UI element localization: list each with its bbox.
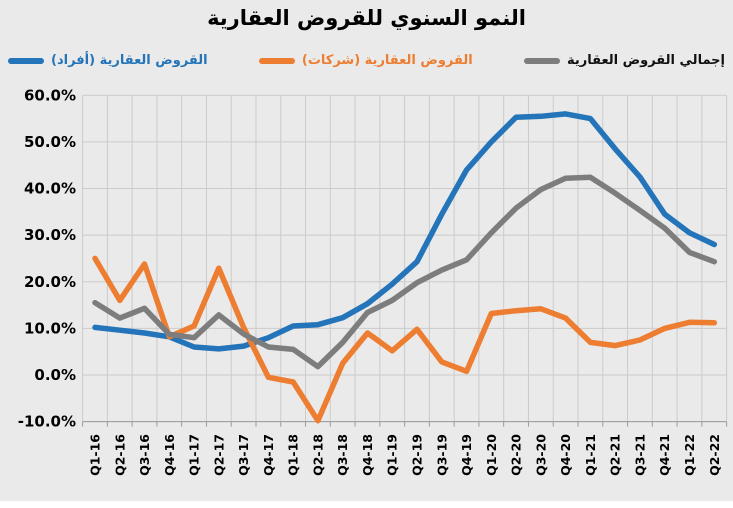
legend-line-marker-individuals	[8, 57, 44, 64]
x-axis-category-label: Q3-21	[632, 434, 647, 476]
chart-title: النمو السنوي للقروض العقارية	[207, 6, 526, 30]
y-axis-tick-label: 0.0%	[34, 366, 76, 384]
x-axis-category-label: Q3-18	[335, 434, 350, 476]
x-axis-category-label: Q1-20	[484, 434, 499, 476]
y-axis-tick-label: 60.0%	[24, 86, 76, 104]
y-axis-tick-label: 10.0%	[24, 319, 76, 337]
x-axis-category-label: Q1-17	[187, 434, 202, 476]
x-axis-category-label: Q2-20	[509, 434, 524, 476]
x-axis-category-label: Q3-17	[236, 434, 251, 476]
x-axis-category-label: Q2-16	[112, 434, 127, 476]
legend-item-companies: القروض العقارية (شركات)	[258, 53, 473, 68]
x-axis-category-label: Q4-16	[162, 434, 177, 476]
y-axis-tick-label: 20.0%	[24, 273, 76, 291]
x-axis-category-label: Q3-19	[434, 434, 449, 476]
legend-label-total: إجمالي القروض العقارية	[566, 53, 725, 68]
x-axis-category-label: Q4-21	[657, 434, 672, 476]
legend-item-total: إجمالي القروض العقارية	[523, 53, 725, 68]
x-axis-category-label: Q2-18	[310, 434, 325, 476]
x-axis-category-label: Q3-20	[533, 434, 548, 476]
chart-legend: القروض العقارية (أفراد) القروض العقارية …	[0, 53, 733, 68]
x-axis-category-label: Q2-21	[608, 434, 623, 476]
y-axis-tick-label: -10.0%	[18, 413, 76, 431]
legend-item-individuals: القروض العقارية (أفراد)	[8, 53, 208, 68]
x-axis-category-label: Q2-19	[410, 434, 425, 476]
x-axis-category-label: Q3-16	[137, 434, 152, 476]
x-axis-category-label: Q1-19	[385, 434, 400, 476]
legend-line-marker-companies	[258, 57, 295, 64]
legend-label-companies: القروض العقارية (شركات)	[301, 53, 473, 68]
y-axis-tick-label: 40.0%	[24, 180, 76, 198]
y-axis-tick-label: 30.0%	[24, 226, 76, 244]
x-axis-category-label: Q4-20	[558, 434, 573, 476]
y-axis-tick-label: 50.0%	[24, 133, 76, 151]
series-line-companies	[92, 255, 718, 424]
series-line-total	[92, 174, 718, 370]
x-axis-category-label: Q4-17	[261, 434, 276, 476]
x-axis-category-label: Q1-22	[682, 434, 697, 476]
x-axis-category-label: Q1-21	[583, 434, 598, 476]
x-axis-category-label: Q1-18	[286, 434, 301, 476]
x-axis-category-label: Q4-19	[459, 434, 474, 476]
x-axis-category-label: Q2-17	[211, 434, 226, 476]
x-axis-category-label: Q2-22	[707, 434, 722, 476]
x-axis-category-label: Q4-18	[360, 434, 375, 476]
legend-label-individuals: القروض العقارية (أفراد)	[51, 53, 208, 68]
x-axis-category-label: Q1-16	[88, 434, 103, 476]
bottom-margin	[0, 501, 733, 508]
legend-line-marker-total	[523, 57, 560, 64]
series-line-individuals	[92, 111, 718, 352]
